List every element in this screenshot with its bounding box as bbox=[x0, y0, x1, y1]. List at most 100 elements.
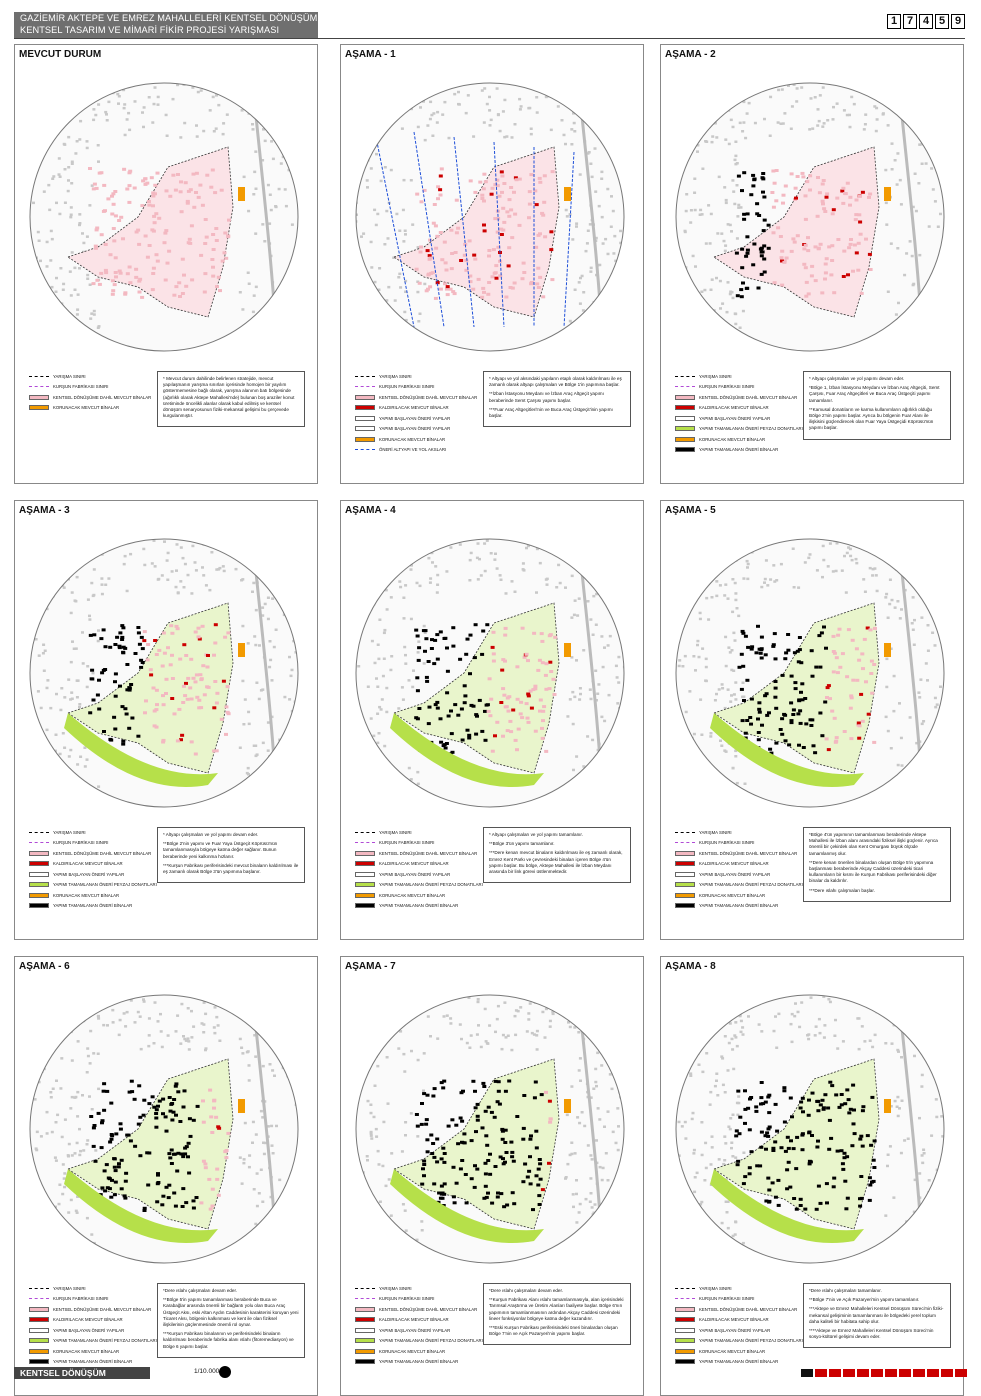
code-digit: 5 bbox=[935, 14, 949, 29]
legend-label: YAPIMI BAŞLAYAN ÖNERİ YAPILAR bbox=[53, 872, 124, 877]
legend-label: KORUNACAK MEVCUT BİNALAR bbox=[53, 1349, 119, 1354]
stage-panel: AŞAMA - 2 YARIŞMA SINIRI KURŞUN FABRİKASI … bbox=[660, 44, 964, 484]
legend-label: YAPIMI TAMAMLANAN ÖNERİ PEYZAJ DONATILAR… bbox=[53, 882, 157, 887]
legend-label: KALDIRILACAK MEVCUT BİNALAR bbox=[53, 861, 123, 866]
legend-item: YAPIMI BAŞLAYAN ÖNERİ YAPILAR bbox=[355, 424, 479, 435]
stage-panel: AŞAMA - 5 YARIŞMA SINIRI KURŞUN FABRİKASI … bbox=[660, 500, 964, 940]
stage-description: * Altyapı ve yol aksındaki yapıların eta… bbox=[483, 371, 631, 427]
legend-item: YAPIMI BAŞLAYAN ÖNERİ YAPILAR bbox=[355, 413, 479, 424]
legend-item: KENTSEL DÖNÜŞÜME DAHİL MEVCUT BİNALAR bbox=[29, 1304, 153, 1315]
legend-label: YAPIMI TAMAMLANAN ÖNERİ PEYZAJ DONATILAR… bbox=[379, 1338, 483, 1343]
stage-description: * Altyapı çalışmaları ve yol yapımı deva… bbox=[803, 371, 951, 440]
legend-label: YAPIMI TAMAMLANAN ÖNERİ BİNALAR bbox=[53, 1359, 132, 1364]
legend-item: YARIŞMA SINIRI bbox=[29, 1283, 153, 1294]
legend-label: KORUNACAK MEVCUT BİNALAR bbox=[699, 1349, 765, 1354]
legend-label: KALDIRILACAK MEVCUT BİNALAR bbox=[53, 1317, 123, 1322]
legend-item: YAPIMI BAŞLAYAN ÖNERİ YAPILAR bbox=[29, 869, 153, 880]
description-paragraph: **İzban İstasyonu Meydanı ve İzban Araç … bbox=[489, 391, 625, 403]
description-paragraph: **Kurşun Fabrikası Alanı ıslahı tamamlan… bbox=[489, 1297, 625, 1322]
stage-title: AŞAMA - 5 bbox=[665, 505, 716, 516]
stage-map bbox=[28, 979, 300, 1279]
stage-map bbox=[674, 67, 946, 367]
stage-map bbox=[674, 523, 946, 823]
description-paragraph: ***Kurşun Fabrikası binalarının ve perif… bbox=[163, 1331, 299, 1350]
stage-title: AŞAMA - 3 bbox=[19, 505, 70, 516]
legend-item: YAPIMI TAMAMLANAN ÖNERİ BİNALAR bbox=[29, 901, 153, 912]
legend-item: KORUNACAK MEVCUT BİNALAR bbox=[29, 1346, 153, 1357]
legend-item: YAPIMI TAMAMLANAN ÖNERİ PEYZAJ DONATILAR… bbox=[29, 1336, 153, 1347]
legend-label: YAPIMI TAMAMLANAN ÖNERİ PEYZAJ DONATILAR… bbox=[53, 1338, 157, 1343]
legend-label: YAPIMI BAŞLAYAN ÖNERİ YAPILAR bbox=[379, 1328, 450, 1333]
stage-map bbox=[354, 523, 626, 823]
legend-item: KURŞUN FABRİKASI SINIRI bbox=[355, 382, 479, 393]
description-paragraph: * Mevcut durum dahilinde belirlenen stra… bbox=[163, 376, 299, 419]
footer-title: KENTSEL DÖNÜŞÜM SENARYOSU bbox=[14, 1367, 150, 1379]
legend-label: YAPIMI TAMAMLANAN ÖNERİ BİNALAR bbox=[53, 903, 132, 908]
stage-title: AŞAMA - 1 bbox=[345, 49, 396, 60]
description-paragraph: * Altyapı çalışmaları ve yol yapımı deva… bbox=[163, 832, 299, 838]
legend-item: YAPIMI TAMAMLANAN ÖNERİ PEYZAJ DONATILAR… bbox=[355, 880, 479, 891]
legend-item: YAPIMI TAMAMLANAN ÖNERİ BİNALAR bbox=[675, 445, 799, 456]
stage-map bbox=[354, 67, 626, 367]
legend-label: YARIŞMA SINIRI bbox=[699, 1286, 732, 1291]
description-paragraph: **Kamusal donatıların ve karma kullanıml… bbox=[809, 407, 945, 432]
legend-item: KALDIRILACAK MEVCUT BİNALAR bbox=[675, 1315, 799, 1326]
legend-label: KORUNACAK MEVCUT BİNALAR bbox=[699, 437, 765, 442]
legend-label: KURŞUN FABRİKASI SINIRI bbox=[53, 840, 108, 845]
legend-item: YARIŞMA SINIRI bbox=[675, 371, 799, 382]
legend-item: YARIŞMA SINIRI bbox=[675, 1283, 799, 1294]
legend-label: YARIŞMA SINIRI bbox=[379, 830, 412, 835]
legend-label: YARIŞMA SINIRI bbox=[699, 374, 732, 379]
legend-item: KORUNACAK MEVCUT BİNALAR bbox=[355, 1346, 479, 1357]
stage-description: *Dere ıslahı çalışmaları tamamlanır.**Bö… bbox=[803, 1283, 951, 1348]
legend-item: YAPIMI TAMAMLANAN ÖNERİ BİNALAR bbox=[29, 1357, 153, 1368]
description-paragraph: **Dere kenarı önerilen binalardan oluşan… bbox=[809, 860, 945, 885]
stage-title: AŞAMA - 2 bbox=[665, 49, 716, 60]
legend-label: KORUNACAK MEVCUT BİNALAR bbox=[53, 893, 119, 898]
legend-label: YAPIMI BAŞLAYAN ÖNERİ YAPILAR bbox=[699, 416, 770, 421]
header-line-1: GAZİEMİR AKTEPE VE EMREZ MAHALLELERİ KEN… bbox=[14, 12, 318, 24]
legend-item: KENTSEL DÖNÜŞÜME DAHİL MEVCUT BİNALAR bbox=[355, 1304, 479, 1315]
legend-label: KURŞUN FABRİKASI SINIRI bbox=[53, 384, 108, 389]
description-paragraph: ****Aktepe ve Emrez Mahalleleri Kentsel … bbox=[809, 1328, 945, 1340]
legend-item: YAPIMI TAMAMLANAN ÖNERİ BİNALAR bbox=[355, 901, 479, 912]
legend-label: YAPIMI BAŞLAYAN ÖNERİ YAPILAR bbox=[379, 416, 450, 421]
legend-label: YARIŞMA SINIRI bbox=[699, 830, 732, 835]
legend-label: KURŞUN FABRİKASI SINIRI bbox=[699, 840, 754, 845]
legend-label: KENTSEL DÖNÜŞÜME DAHİL MEVCUT BİNALAR bbox=[379, 1307, 477, 1312]
legend-label: KURŞUN FABRİKASI SINIRI bbox=[699, 384, 754, 389]
legend-item: KURŞUN FABRİKASI SINIRI bbox=[675, 838, 799, 849]
legend-label: YAPIMI BAŞLAYAN ÖNERİ YAPILAR bbox=[379, 872, 450, 877]
legend-label: KENTSEL DÖNÜŞÜME DAHİL MEVCUT BİNALAR bbox=[53, 1307, 151, 1312]
legend-label: YAPIMI BAŞLAYAN ÖNERİ YAPILAR bbox=[699, 1328, 770, 1333]
stage-description: * Altyapı çalışmaları ve yol yapımı deva… bbox=[157, 827, 305, 883]
description-paragraph: *Dere ıslahı çalışmaları tamamlanır. bbox=[809, 1288, 945, 1294]
legend-item: YAPIMI TAMAMLANAN ÖNERİ PEYZAJ DONATILAR… bbox=[29, 880, 153, 891]
legend-label: YAPIMI TAMAMLANAN ÖNERİ BİNALAR bbox=[379, 1359, 458, 1364]
entry-code: 1 7 4 5 9 bbox=[887, 14, 965, 29]
stage-description: * Altyapı çalışmaları ve yol yapımı tama… bbox=[483, 827, 631, 883]
legend-label: KURŞUN FABRİKASI SINIRI bbox=[379, 1296, 434, 1301]
scale-label: 1/10.000 bbox=[194, 1368, 219, 1375]
legend-item: YAPIMI BAŞLAYAN ÖNERİ YAPILAR bbox=[355, 1325, 479, 1336]
legend-item: KORUNACAK MEVCUT BİNALAR bbox=[675, 890, 799, 901]
legend-item: KALDIRILACAK MEVCUT BİNALAR bbox=[355, 1315, 479, 1326]
description-paragraph: *Dere ıslahı çalışmaları devam eder. bbox=[489, 1288, 625, 1294]
legend-item: KORUNACAK MEVCUT BİNALAR bbox=[675, 434, 799, 445]
legend-item: YAPIMI BAŞLAYAN ÖNERİ YAPILAR bbox=[355, 869, 479, 880]
legend-label: YARIŞMA SINIRI bbox=[53, 1286, 86, 1291]
legend-label: KORUNACAK MEVCUT BİNALAR bbox=[379, 1349, 445, 1354]
legend-item: KORUNACAK MEVCUT BİNALAR bbox=[355, 890, 479, 901]
legend-label: YARIŞMA SINIRI bbox=[53, 830, 86, 835]
description-paragraph: **Bölge 5'in yapımı tamamlanması beraber… bbox=[163, 1297, 299, 1328]
legend-item: KENTSEL DÖNÜŞÜME DAHİL MEVCUT BİNALAR bbox=[29, 392, 153, 403]
legend-item: YARIŞMA SINIRI bbox=[29, 827, 153, 838]
